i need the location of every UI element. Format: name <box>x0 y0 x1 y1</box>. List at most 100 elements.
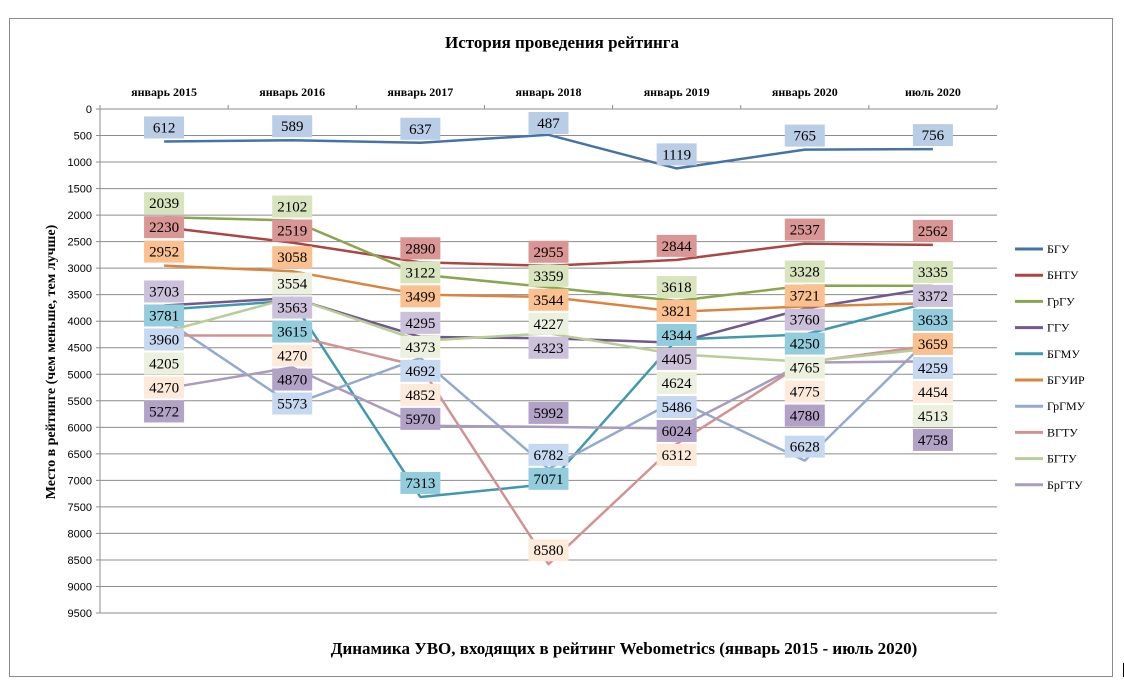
data-label-box <box>400 285 441 308</box>
y-tick-labels: 0 500 1000 1500 2000 2500 3000 3500 4000 4500 5000… <box>68 104 92 620</box>
data-label-box <box>656 443 697 466</box>
data-label-box <box>784 404 825 427</box>
data-label-box <box>400 335 441 358</box>
data-label: 589 <box>281 119 304 135</box>
data-label-box <box>272 392 313 415</box>
x-tick-labels: январь 2015 январь 2016 январь 2017 январь … <box>131 85 961 99</box>
data-label: 2890 <box>405 241 435 257</box>
data-label: 6782 <box>534 448 564 464</box>
x-tick-label: январь 2016 <box>259 85 325 99</box>
data-label: 3721 <box>790 289 820 305</box>
data-label: 3618 <box>662 280 692 296</box>
data-label-box <box>272 296 313 319</box>
legend-item: БрГТУ <box>1047 478 1083 492</box>
data-label-box <box>400 261 441 284</box>
y-tick-label: 9000 <box>68 581 92 593</box>
data-label-box <box>400 407 441 430</box>
data-label: 3499 <box>405 289 435 305</box>
data-label: 4270 <box>277 349 307 365</box>
data-label-box <box>656 347 697 370</box>
legend-item: ГГУ <box>1047 321 1070 335</box>
data-label: 4227 <box>534 317 565 333</box>
data-label: 4205 <box>149 356 179 372</box>
y-tick-label: 5000 <box>68 369 92 381</box>
legend-item: ГрГУ <box>1047 294 1075 308</box>
data-label: 4870 <box>277 373 307 389</box>
y-axis-label: Место в рейтинге (чем меньше, тем лучше) <box>44 224 59 499</box>
data-label: 2562 <box>918 224 948 240</box>
data-label-box <box>784 435 825 458</box>
data-label: 756 <box>922 128 945 144</box>
data-label-box <box>912 260 953 283</box>
data-label-box <box>656 275 697 298</box>
data-label: 3781 <box>149 308 179 324</box>
data-label-box <box>272 246 313 269</box>
data-label-box <box>272 320 313 343</box>
data-label-box <box>528 264 569 287</box>
data-label-box <box>400 383 441 406</box>
data-label: 4295 <box>405 316 435 332</box>
data-label: 2955 <box>534 245 564 261</box>
data-label-box <box>784 260 825 283</box>
x-tick-label: январь 2018 <box>516 85 582 99</box>
data-label: 4405 <box>662 352 692 368</box>
x-tick-label: июль 2020 <box>905 85 961 99</box>
data-label: 3544 <box>534 293 565 309</box>
legend-item: БГУ <box>1047 242 1070 256</box>
data-label: 3359 <box>534 269 564 285</box>
data-label: 5992 <box>534 406 564 422</box>
data-label: 3122 <box>405 265 435 281</box>
data-label: 2230 <box>149 220 179 236</box>
chart-subtitle: Динамика УВО, входящих в рейтинг Webomet… <box>331 639 917 658</box>
data-label: 3058 <box>277 250 307 266</box>
data-label-box <box>656 395 697 418</box>
x-tick-label: январь 2020 <box>772 85 838 99</box>
data-label: 3760 <box>790 313 820 329</box>
legend: БГУ БНТУ ГрГУ ГГУ БГМУ БГУИР ГрГМУ ВГТУ БГТУ БрГТ… <box>1015 242 1086 492</box>
data-label-box <box>656 371 697 394</box>
data-label-box <box>656 323 697 346</box>
data-label-box <box>144 400 185 423</box>
data-label: 3659 <box>918 337 948 353</box>
data-label: 3703 <box>149 284 179 300</box>
data-label-box <box>656 143 697 166</box>
data-label: 6628 <box>790 440 820 456</box>
y-tick-label: 9500 <box>68 608 92 620</box>
data-label: 3821 <box>662 304 692 320</box>
data-label-box <box>528 401 569 424</box>
y-tick-label: 4000 <box>68 316 92 328</box>
data-label: 2102 <box>277 200 307 216</box>
legend-item: ВГТУ <box>1047 425 1078 439</box>
data-label-box <box>400 359 441 382</box>
data-label: 612 <box>153 120 176 136</box>
y-tick-label: 3500 <box>68 290 92 302</box>
chart-frame <box>9 18 1113 677</box>
data-label-box <box>272 219 313 242</box>
data-label-box <box>656 234 697 257</box>
data-label: 637 <box>409 122 432 138</box>
y-tick-label: 500 <box>74 131 92 143</box>
y-tick-label: 3000 <box>68 263 92 275</box>
data-label-box <box>528 443 569 466</box>
data-label-box <box>272 195 313 218</box>
data-label: 4373 <box>405 340 435 356</box>
y-tick-label: 1500 <box>68 184 92 196</box>
y-tick-label: 5500 <box>68 396 92 408</box>
data-label-box <box>144 116 185 139</box>
data-label-box <box>784 284 825 307</box>
data-label: 4454 <box>918 385 949 401</box>
data-label: 2519 <box>277 224 307 240</box>
data-label: 5486 <box>662 400 693 416</box>
data-label: 4765 <box>790 361 820 377</box>
data-label-box <box>912 219 953 242</box>
data-label: 487 <box>537 116 560 132</box>
data-label: 2844 <box>662 239 693 255</box>
data-label: 3633 <box>918 313 948 329</box>
data-label-box <box>400 471 441 494</box>
data-label-box <box>144 376 185 399</box>
y-tick-label: 2500 <box>68 237 92 249</box>
data-label-box <box>528 112 569 134</box>
y-tick-label: 0 <box>86 104 92 116</box>
data-label: 2039 <box>149 196 179 212</box>
data-label: 2952 <box>149 245 179 261</box>
